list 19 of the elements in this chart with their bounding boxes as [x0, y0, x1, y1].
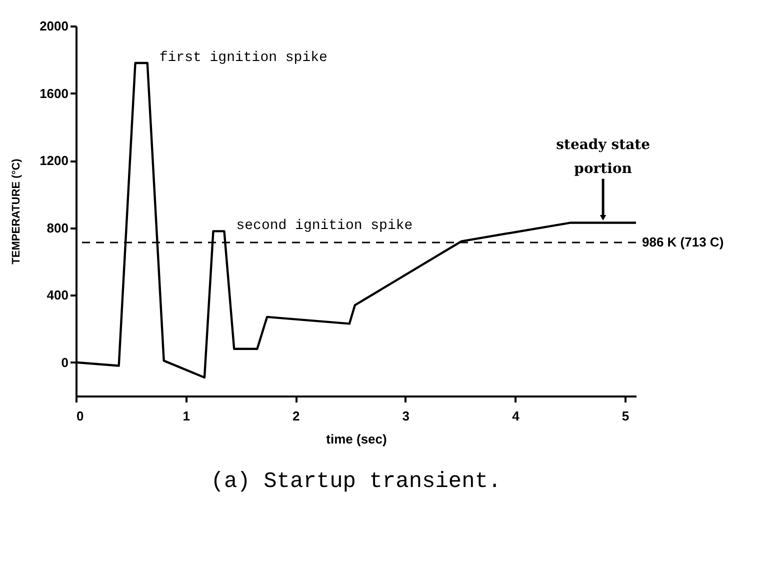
y-axis-title: TEMPERATURE (°C) — [10, 158, 23, 264]
x-tick-label: 2 — [292, 408, 300, 424]
x-tick-label: 5 — [622, 408, 630, 424]
y-tick-label: 1200 — [40, 153, 68, 168]
y-tick-label: 2000 — [40, 18, 68, 34]
x-axis-title: time (sec) — [326, 432, 387, 446]
y-tick-label: 0 — [61, 354, 68, 370]
x-tick-label: 3 — [402, 408, 410, 424]
annotation: second ignition spike — [236, 218, 413, 234]
ref-line-label: 986 K (713 C) — [642, 234, 724, 250]
annotation: steady state portion — [556, 136, 650, 177]
annotation: first ignition spike — [159, 50, 328, 66]
text: (a) Startup transient. — [210, 469, 502, 494]
x-tick-label: 1 — [182, 408, 190, 424]
x-tick-label: 4 — [512, 408, 520, 424]
y-tick-label: 800 — [46, 220, 68, 236]
x-tick-label: 0 — [76, 408, 84, 424]
y-tick-label: 1600 — [40, 86, 68, 101]
y-tick-label: 400 — [46, 288, 68, 303]
